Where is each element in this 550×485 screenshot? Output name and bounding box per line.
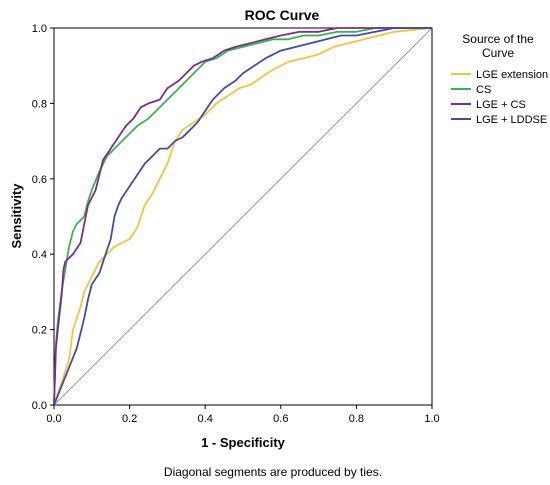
x-axis-title: 1 - Specificity bbox=[201, 435, 286, 450]
legend-title-line-2: Curve bbox=[482, 46, 514, 60]
chart-title: ROC Curve bbox=[245, 7, 320, 23]
y-tick-label: 0.4 bbox=[32, 249, 47, 261]
legend-items: LGE extension CS LGE + CS LGE + LDDSE bbox=[451, 69, 548, 126]
y-tick-label: 0.0 bbox=[32, 400, 47, 412]
y-axis-ticks: 0.0 0.2 0.4 0.6 0.8 1.0 bbox=[32, 23, 54, 412]
y-axis-title: Sensitivity bbox=[9, 183, 24, 249]
x-tick-label: 1.0 bbox=[424, 413, 439, 425]
legend: Source of the Curve LGE extension CS LGE +… bbox=[451, 32, 548, 126]
legend-title-line-1: Source of the bbox=[462, 32, 534, 46]
y-tick-label: 0.8 bbox=[32, 98, 47, 110]
series-line-lge-lddse bbox=[53, 27, 432, 406]
legend-label: LGE + CS bbox=[476, 99, 526, 111]
y-tick-label: 0.2 bbox=[32, 325, 47, 337]
x-axis-ticks: 0.0 0.2 0.4 0.6 0.8 1.0 bbox=[46, 405, 440, 425]
series-line-lge-extension bbox=[53, 27, 433, 406]
footnote: Diagonal segments are produced by ties. bbox=[164, 465, 382, 479]
legend-label: LGE extension bbox=[476, 69, 548, 81]
y-tick-label: 0.6 bbox=[32, 174, 47, 186]
x-tick-label: 0.8 bbox=[349, 413, 364, 425]
y-tick-label: 1.0 bbox=[32, 23, 47, 35]
x-tick-label: 0.0 bbox=[46, 413, 61, 425]
legend-label: CS bbox=[476, 84, 491, 96]
legend-label: LGE + LDDSE bbox=[476, 114, 547, 126]
x-tick-label: 0.6 bbox=[273, 413, 288, 425]
x-tick-label: 0.4 bbox=[198, 413, 213, 425]
series-layer bbox=[53, 27, 433, 406]
reference-diagonal bbox=[53, 27, 433, 406]
series-line-cs bbox=[53, 27, 432, 406]
plot-area bbox=[53, 27, 433, 406]
series-line-lge-cs bbox=[53, 27, 432, 406]
x-tick-label: 0.2 bbox=[122, 413, 137, 425]
